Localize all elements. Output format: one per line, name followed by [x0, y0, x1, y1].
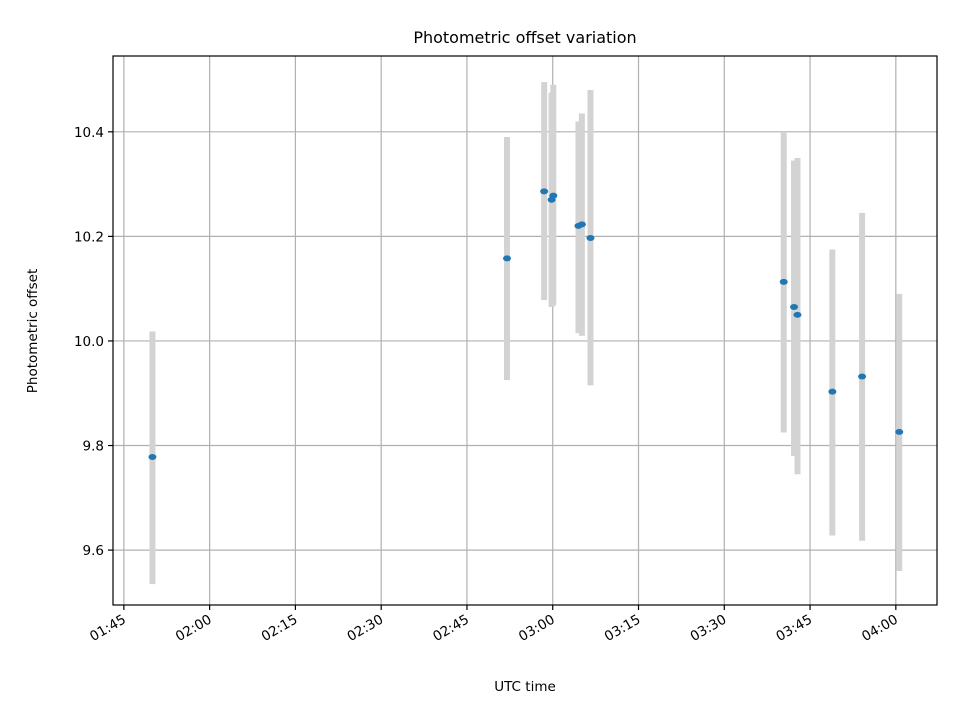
y-tick-label: 9.8 [83, 439, 104, 455]
data-point [858, 373, 867, 380]
data-point [577, 221, 586, 228]
data-point [895, 428, 904, 435]
chart-title: Photometric offset variation [413, 28, 636, 47]
data-point [779, 278, 788, 285]
x-axis-label: UTC time [494, 679, 556, 695]
y-axis-label: Photometric offset [25, 269, 41, 393]
plot-frame [112, 55, 938, 606]
data-points [148, 188, 904, 461]
data-point [549, 192, 558, 199]
data-point [586, 234, 595, 241]
data-point [502, 255, 511, 262]
data-point [790, 303, 799, 310]
y-tick-label: 10.4 [74, 125, 104, 141]
y-tick-label: 10.0 [74, 334, 104, 350]
y-tick-label: 10.2 [74, 229, 104, 245]
data-point [828, 388, 837, 395]
data-point [148, 454, 157, 461]
data-point [793, 311, 802, 318]
data-point [540, 188, 549, 195]
y-tick-label: 9.6 [83, 543, 104, 559]
y-axis: 9.6 9.8 10.0 10.2 10.4 [74, 125, 113, 559]
